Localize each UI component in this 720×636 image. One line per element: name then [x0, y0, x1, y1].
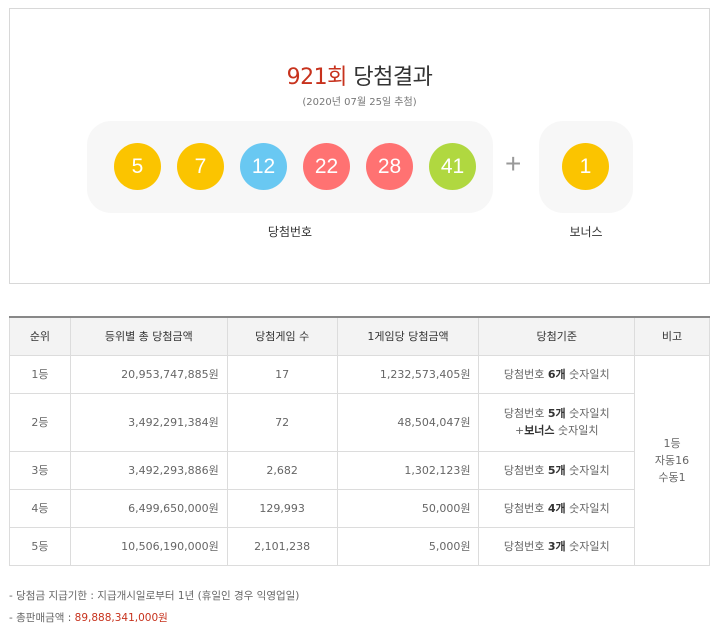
total-prize-cell: 6,499,650,000원 [69, 488, 228, 528]
header-note: 비고 [634, 316, 710, 356]
prize-per-game-cell: 1,302,123원 [336, 450, 480, 490]
header-total-prize: 등위별 총 당첨금액 [69, 316, 228, 356]
total-sales-note: - 총판매금액 : 89,888,341,000원 [9, 612, 168, 624]
criteria-cell: 당첨번호 4개 숫자일치 [478, 488, 636, 528]
page-title: 921회 당첨결과 [10, 59, 709, 91]
draw-result-panel: 921회 당첨결과 (2020년 07월 25일 추첨) 5 7 12 22 2… [9, 8, 710, 284]
rank-cell: 4등 [9, 488, 71, 528]
table-row: 4등 6,499,650,000원 129,993 50,000원 당첨번호 4… [9, 488, 710, 528]
draw-date: (2020년 07월 25일 추첨) [302, 97, 417, 108]
winning-ball: 12 [240, 143, 287, 190]
prize-per-game-cell: 5,000원 [336, 526, 480, 566]
table-row: 3등 3,492,293,886원 2,682 1,302,123원 당첨번호 … [9, 450, 710, 490]
footer-notes: - 당첨금 지급기한 : 지급개시일로부터 1년 (휴일인 경우 익영업일) -… [9, 588, 299, 632]
winning-ball: 7 [177, 143, 224, 190]
table-row: 2등 3,492,291,384원 72 48,504,047원 당첨번호 5개… [9, 392, 710, 452]
note-cell: 1등 자동16 수동1 [634, 354, 710, 566]
winning-ball: 22 [303, 143, 350, 190]
winning-numbers-panel: 5 7 12 22 28 41 [87, 121, 493, 213]
bonus-ball: 1 [562, 143, 609, 190]
total-prize-cell: 20,953,747,885원 [69, 354, 228, 394]
winning-ball: 5 [114, 143, 161, 190]
plus-sign: + [505, 148, 522, 179]
winner-count-cell: 17 [226, 354, 338, 394]
criteria-cell: 당첨번호 5개 숫자일치 +보너스 숫자일치 [478, 392, 636, 452]
bonus-label: 보너스 [569, 225, 603, 239]
winner-count-cell: 2,101,238 [226, 526, 338, 566]
rank-cell: 2등 [9, 392, 71, 452]
winning-numbers-label: 당첨번호 [267, 225, 313, 239]
prize-per-game-cell: 1,232,573,405원 [336, 354, 480, 394]
total-prize-cell: 3,492,291,384원 [69, 392, 228, 452]
criteria-cell: 당첨번호 3개 숫자일치 [478, 526, 636, 566]
header-winner-count: 당첨게임 수 [226, 316, 338, 356]
winning-ball: 28 [366, 143, 413, 190]
prize-per-game-cell: 48,504,047원 [336, 392, 480, 452]
criteria-cell: 당첨번호 5개 숫자일치 [478, 450, 636, 490]
criteria-cell: 당첨번호 6개 숫자일치 [478, 354, 636, 394]
header-prize-per-game: 1게임당 당첨금액 [336, 316, 480, 356]
table-row: 1등 20,953,747,885원 17 1,232,573,405원 당첨번… [9, 354, 710, 566]
winning-ball: 41 [429, 143, 476, 190]
prize-table: 순위 등위별 총 당첨금액 당첨게임 수 1게임당 당첨금액 당첨기준 비고 1… [9, 316, 710, 566]
total-prize-cell: 3,492,293,886원 [69, 450, 228, 490]
draw-title: 당첨결과 [353, 65, 433, 90]
table-header-row: 순위 등위별 총 당첨금액 당첨게임 수 1게임당 당첨금액 당첨기준 비고 [9, 316, 710, 356]
bonus-number-panel: 1 [539, 121, 633, 213]
header-rank: 순위 [9, 316, 71, 356]
rank-cell: 5등 [9, 526, 71, 566]
prize-per-game-cell: 50,000원 [336, 488, 480, 528]
total-prize-cell: 10,506,190,000원 [69, 526, 228, 566]
table-row: 5등 10,506,190,000원 2,101,238 5,000원 당첨번호… [9, 526, 710, 566]
winner-count-cell: 2,682 [226, 450, 338, 490]
payout-deadline-note: - 당첨금 지급기한 : 지급개시일로부터 1년 (휴일인 경우 익영업일) [9, 590, 300, 602]
total-sales-value: 89,888,341,000원 [74, 612, 168, 624]
rank-cell: 3등 [9, 450, 71, 490]
winner-count-cell: 72 [226, 392, 338, 452]
draw-round: 921회 [286, 65, 348, 90]
winner-count-cell: 129,993 [226, 488, 338, 528]
rank-cell: 1등 [9, 354, 71, 394]
header-criteria: 당첨기준 [478, 316, 636, 356]
